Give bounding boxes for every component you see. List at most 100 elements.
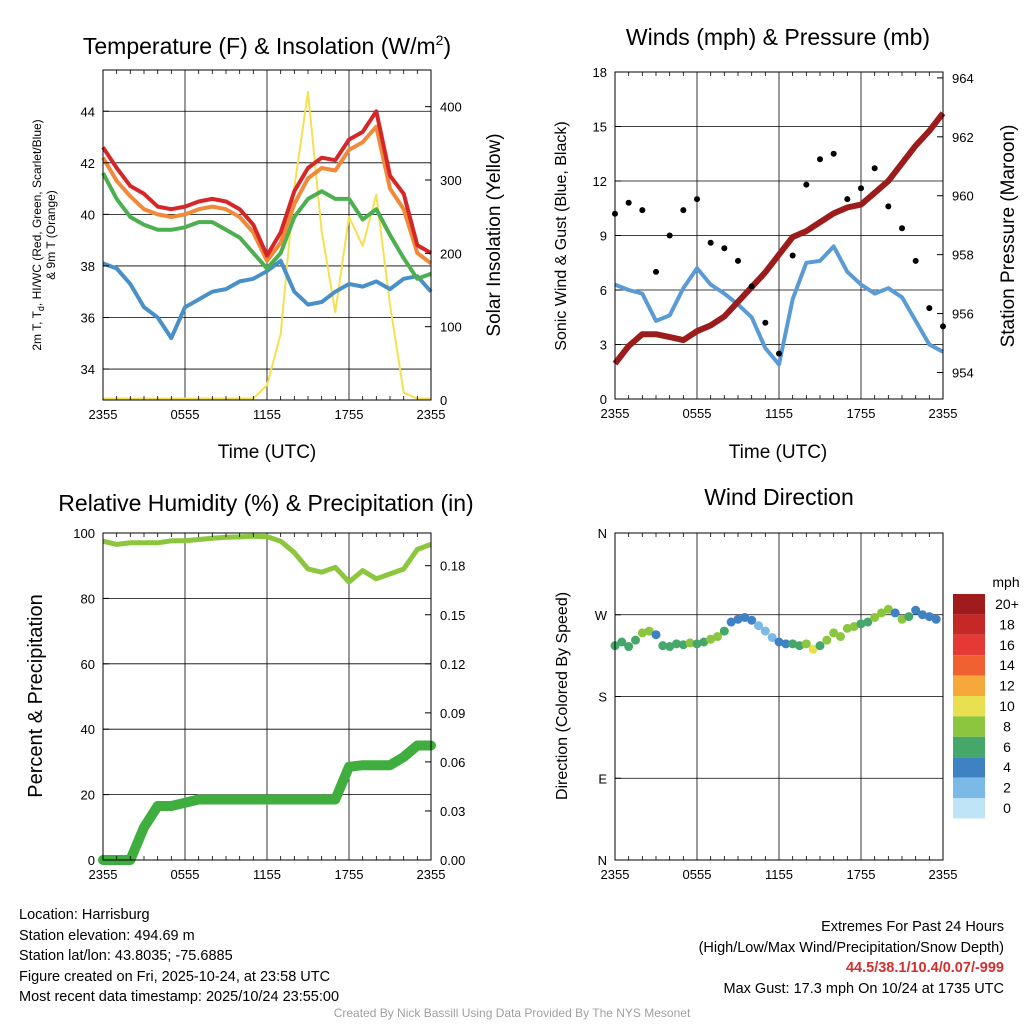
x-tick-label: 2355 [601, 406, 630, 421]
y-tick-label: 3 [600, 338, 607, 353]
extremes-subtitle: (High/Low/Max Wind/Precipitation/Snow De… [698, 939, 1004, 956]
y2-tick-label: 400 [440, 100, 462, 115]
direction-point [774, 637, 784, 647]
humidity-frame [102, 532, 432, 861]
humidity-title: Relative Humidity (%) & Precipitation (i… [58, 490, 473, 516]
direction-point [883, 604, 893, 614]
gust-point [625, 199, 632, 206]
x-tick-label: 1155 [765, 406, 793, 421]
y-tick-label: 6 [600, 283, 607, 298]
direction-point [788, 639, 798, 649]
extremes-info: Extremes For Past 24 Hours (High/Low/Max… [699, 917, 1004, 999]
legend-label: 10 [999, 698, 1015, 714]
direction-point [754, 621, 763, 631]
y-tick-label: 18 [593, 65, 607, 80]
legend-swatch [953, 716, 985, 737]
gust-point [721, 245, 728, 252]
station-elevation: Station elevation: 494.69 m [19, 927, 195, 944]
direction-point [815, 641, 825, 651]
gust-point [844, 196, 851, 203]
legend-label: 14 [999, 657, 1015, 673]
legend-swatch [953, 594, 985, 615]
direction-point [631, 635, 640, 645]
legend-label: 12 [999, 678, 1015, 694]
winds-grid [615, 72, 943, 399]
y2-tick-label: 964 [952, 71, 974, 86]
direction-point [726, 617, 736, 627]
winds-xlabel: Time (UTC) [729, 442, 828, 463]
y2-tick-label: 0.03 [440, 804, 465, 819]
y-tick-label: 38 [81, 259, 95, 274]
y-tick-label: 9 [600, 229, 607, 244]
x-tick-label: 2355 [929, 406, 958, 421]
y-tick-label: 40 [81, 207, 95, 222]
gust-point [694, 196, 700, 203]
gust-point [830, 150, 837, 157]
x-tick-label: 2355 [89, 867, 118, 882]
winds-title: Winds (mph) & Pressure (mb) [626, 24, 930, 50]
temperature-xlabel: Time (UTC) [218, 442, 317, 463]
speed-legend: 20+ 18 16 14 12 10 8 6 4 2 0 [953, 594, 1019, 819]
y2-tick-label: 0.18 [440, 559, 465, 574]
y-tick-label: W [595, 608, 608, 623]
series-2m-t [101, 109, 432, 258]
gust-point [912, 257, 919, 264]
x-tick-label: 2355 [89, 407, 118, 422]
series-relative-humidity [102, 533, 432, 585]
direction-point [781, 639, 791, 649]
y-tick-label: 36 [81, 311, 95, 326]
y2-tick-label: 960 [952, 189, 974, 204]
legend-label: 4 [1003, 759, 1011, 775]
direction-point [836, 632, 845, 642]
y-tick-label: S [598, 690, 607, 705]
y-tick-label: 12 [593, 174, 607, 189]
y-tick-label: 44 [81, 104, 95, 119]
direction-point [808, 644, 818, 654]
y-tick-label: 20 [81, 788, 95, 803]
y-tick-label: 15 [593, 120, 607, 135]
direction-point [911, 605, 921, 615]
extremes-title: Extremes For Past 24 Hours [821, 919, 1004, 935]
direction-point [870, 612, 880, 622]
y-tick-label: 34 [81, 362, 95, 377]
legend-swatch [953, 614, 985, 635]
y2-tick-label: 962 [952, 130, 974, 145]
x-tick-label: 1155 [253, 407, 281, 422]
y2-tick-label: 958 [952, 248, 974, 263]
y2-tick-label: 300 [440, 173, 462, 188]
y2-tick-label: 0.12 [440, 657, 465, 672]
gust-point [639, 207, 646, 214]
direction-point [829, 628, 839, 638]
legend-label: 20+ [995, 596, 1019, 612]
y-tick-label: 100 [73, 526, 95, 541]
y-tick-label: 60 [81, 657, 95, 672]
legend-label: 2 [1003, 780, 1011, 796]
legend-title: mph [992, 574, 1019, 590]
y2-tick-label: 956 [952, 307, 974, 322]
humidity-ylabel: Percent & Precipitation [25, 594, 47, 797]
y2-tick-label: 0.15 [440, 608, 465, 623]
y-tick-label: E [598, 771, 607, 786]
y2-tick-label: 200 [440, 246, 462, 261]
direction-point [924, 612, 934, 622]
direction-point [842, 623, 852, 633]
gust-point [858, 185, 864, 192]
x-tick-label: 0555 [171, 867, 200, 882]
x-tick-label: 0555 [171, 407, 200, 422]
direction-point [678, 640, 688, 650]
station-location: Location: Harrisburg [19, 907, 150, 923]
gust-point [789, 252, 796, 259]
direction-point [897, 614, 907, 624]
legend-label: 18 [999, 616, 1015, 632]
legend-swatch [953, 634, 985, 656]
x-tick-label: 1755 [335, 867, 364, 882]
direction-point [890, 608, 900, 618]
x-tick-label: 2355 [417, 407, 446, 422]
legend-swatch [953, 777, 985, 798]
gust-point [899, 225, 905, 232]
x-tick-label: 2355 [929, 867, 958, 882]
y-tick-label: 40 [81, 722, 95, 737]
series-hi-wc [101, 172, 432, 281]
winds-ylabel: Sonic Wind & Gust (Blue, Black) [553, 121, 570, 350]
